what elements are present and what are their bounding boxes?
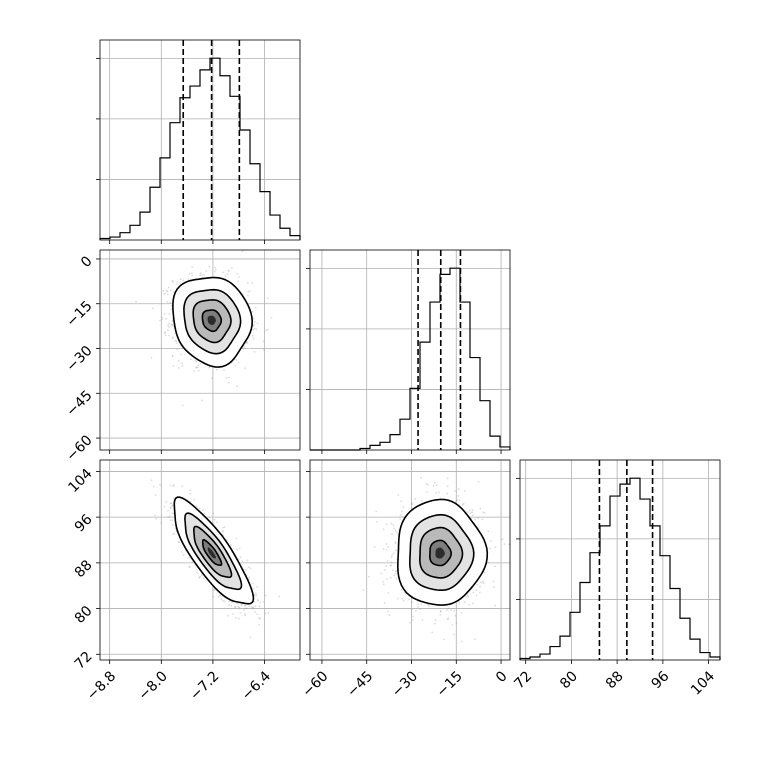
panel-frame (99, 39, 301, 241)
scatter-panel-p0-p2 (96, 459, 301, 664)
contour-3 (201, 309, 223, 333)
contour-1 (183, 288, 242, 355)
y-tick-label-p1-1: −45 (63, 388, 95, 420)
y-tick-label-p2-4: 104 (65, 466, 95, 496)
x-tick-label-p1-3: −15 (434, 668, 466, 700)
y-tick-label-p1-2: −30 (63, 343, 95, 375)
y-tick-label-p2-3: 96 (72, 511, 96, 535)
x-tick-label-p1-2: −30 (389, 668, 421, 700)
x-tick-label-p1-1: −45 (344, 668, 376, 700)
histogram-p1 (310, 267, 511, 451)
x-tick-label-p2-1: 80 (557, 668, 581, 692)
contour-2 (192, 299, 232, 344)
x-tick-label-p0-2: −7.2 (187, 668, 222, 703)
x-tick-label-p2-3: 96 (649, 668, 673, 692)
panel-frame (309, 249, 511, 451)
y-tick-label-p1-4: 0 (78, 253, 96, 271)
hist-panel-p0 (96, 39, 301, 244)
contour-3 (428, 539, 453, 567)
x-tick-label-p1-0: −60 (299, 668, 331, 700)
scatter-panel-p1-p2 (306, 459, 511, 664)
scatter-panel-p0-p1 (96, 249, 301, 454)
y-tick-label-p2-2: 88 (72, 557, 96, 581)
x-tick-label-p1-4: 0 (493, 668, 511, 686)
panel-frame (519, 459, 721, 661)
x-tick-label-p0-0: −8.8 (84, 668, 119, 703)
contour-2 (418, 526, 464, 579)
contour-2 (192, 525, 233, 579)
hist-panel-p2 (516, 459, 721, 664)
y-tick-label-p1-0: −60 (63, 432, 95, 464)
contour-1 (184, 512, 243, 591)
histogram-p0 (99, 57, 301, 240)
x-tick-label-p2-2: 88 (603, 668, 627, 692)
x-tick-label-p2-4: 104 (688, 668, 718, 698)
density-level-4 (435, 547, 445, 559)
contour-0 (173, 496, 255, 605)
density-level-4 (207, 315, 216, 326)
panel-frame (99, 459, 301, 661)
contour-0 (396, 498, 489, 606)
histogram-p2 (519, 477, 721, 660)
hist-panel-p1 (306, 249, 511, 454)
x-tick-label-p2-0: 72 (511, 668, 535, 692)
contour-1 (408, 514, 475, 591)
y-tick-label-p1-3: −15 (63, 298, 95, 330)
y-tick-label-p2-1: 80 (72, 603, 96, 627)
y-tick-label-p2-0: 72 (72, 649, 96, 673)
x-tick-label-p0-1: −8.0 (136, 668, 171, 703)
x-tick-label-p0-3: −6.4 (239, 668, 274, 703)
contour-0 (172, 276, 254, 368)
contour-3 (201, 539, 223, 566)
panel-frame (309, 459, 511, 661)
density-level-4 (207, 547, 216, 559)
panel-frame (99, 249, 301, 451)
